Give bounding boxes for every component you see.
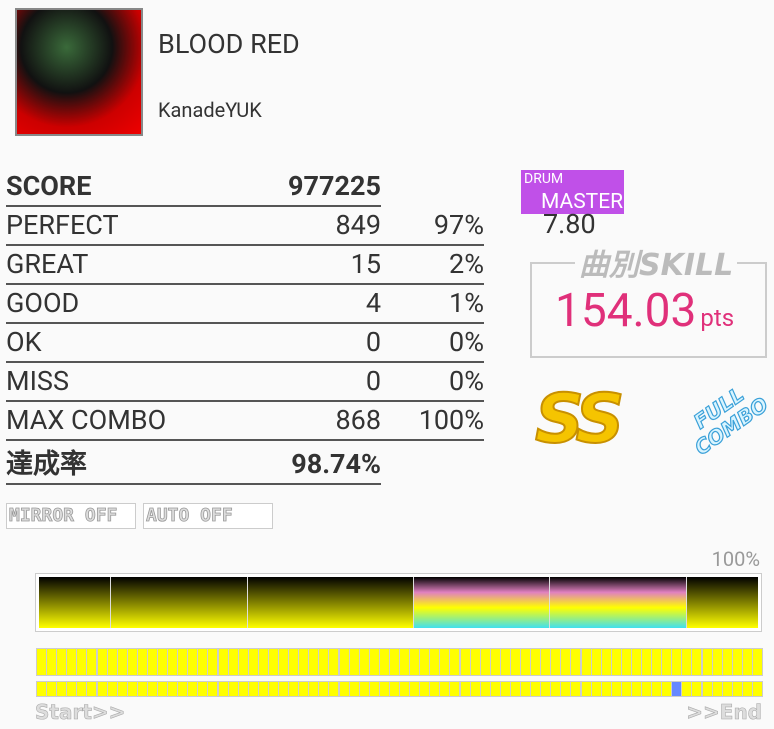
difficulty-part: DRUM <box>524 171 564 187</box>
song-artist: KanadeYUK <box>158 98 262 122</box>
skill-value-wrap: 154.03 pts <box>555 284 734 338</box>
graph-segment <box>248 577 414 628</box>
judgement-row: GOOD 4 1% <box>6 284 484 324</box>
judgement-row: PERFECT 849 97% <box>6 206 484 246</box>
judgement-row: MISS 0 0% <box>6 362 484 402</box>
judgement-percent: 97% <box>433 209 484 241</box>
difficulty-box: DRUM MASTER <box>521 170 624 214</box>
judgement-label: GREAT <box>6 248 89 280</box>
graph-segment <box>550 577 687 628</box>
judgement-count: 0 <box>365 365 381 397</box>
progress-end: >>End <box>686 700 762 725</box>
judgement-label: OK <box>6 326 42 358</box>
skill-label: 曲別SKILL <box>575 240 738 284</box>
difficulty-name: MASTER <box>541 190 624 214</box>
judgement-count: 15 <box>350 248 381 280</box>
judgement-label: MAX COMBO <box>6 404 167 436</box>
judgement-percent: 0% <box>449 365 484 397</box>
graph-segment <box>39 577 111 628</box>
option: AUTO OFF <box>143 503 273 529</box>
song-title: BLOOD RED <box>158 28 300 60</box>
difficulty-level: 7.80 <box>543 208 596 240</box>
achievement-label: 達成率 <box>6 448 87 480</box>
progress-graph <box>35 573 762 632</box>
judgement-count: 0 <box>365 326 381 358</box>
judgement-percent: 0% <box>449 326 484 358</box>
achievement-row: 達成率 98.74% <box>6 445 381 485</box>
judgement-row: OK 0 0% <box>6 323 484 363</box>
rank: SS <box>534 379 625 460</box>
option: MIRROR OFF <box>6 503 136 529</box>
judgement-row: GREAT 15 2% <box>6 245 484 285</box>
score-value: 977225 <box>288 170 381 202</box>
judgement-count: 849 <box>335 209 381 241</box>
graph-segment <box>687 577 758 628</box>
skill-unit: pts <box>700 304 735 332</box>
achievement-value: 98.74% <box>291 448 381 480</box>
score-label: SCORE <box>6 170 92 202</box>
progress-max-label: 100% <box>711 547 760 571</box>
graph-segment <box>414 577 550 628</box>
skill-value: 154.03 <box>555 284 697 338</box>
judgement-percent: 1% <box>449 287 484 319</box>
album-art <box>15 8 143 136</box>
score-row: SCORE 977225 <box>6 167 381 207</box>
progress-start: Start>> <box>35 700 126 725</box>
graph-segment <box>111 577 248 628</box>
note-cell <box>751 648 763 676</box>
full-combo-badge: FULL COMBO <box>689 382 774 461</box>
judgement-percent: 2% <box>449 248 484 280</box>
judgement-percent: 100% <box>418 404 484 436</box>
judgement-count: 868 <box>335 404 381 436</box>
judgement-label: PERFECT <box>6 209 119 241</box>
judgement-label: MISS <box>6 365 69 397</box>
judgement-row: MAX COMBO 868 100% <box>6 401 484 441</box>
judgement-label: GOOD <box>6 287 80 319</box>
note-cell <box>751 681 763 697</box>
judgement-count: 4 <box>365 287 381 319</box>
